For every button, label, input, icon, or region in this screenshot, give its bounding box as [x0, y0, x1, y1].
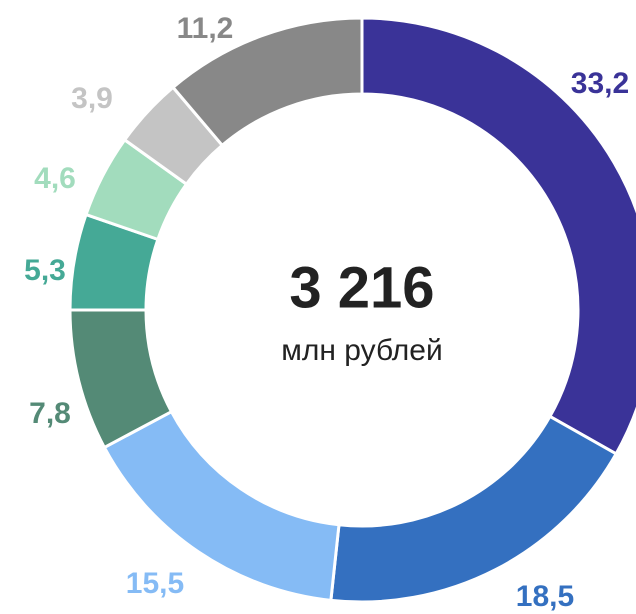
- value-label: 11,2: [177, 12, 234, 45]
- value-label: 15,5: [126, 567, 184, 600]
- center-label: млн рублей: [281, 334, 443, 367]
- center-value: 3 216: [289, 255, 434, 320]
- value-label: 7,8: [29, 397, 71, 430]
- donut-segment: [170, 16, 364, 148]
- donut-segment: [329, 414, 619, 604]
- value-label: 4,6: [34, 162, 76, 195]
- value-label: 5,3: [24, 254, 66, 287]
- value-label: 18,5: [516, 580, 574, 613]
- donut-segment: [360, 16, 636, 456]
- value-label: 3,9: [71, 82, 113, 115]
- value-label: 33,2: [571, 67, 629, 100]
